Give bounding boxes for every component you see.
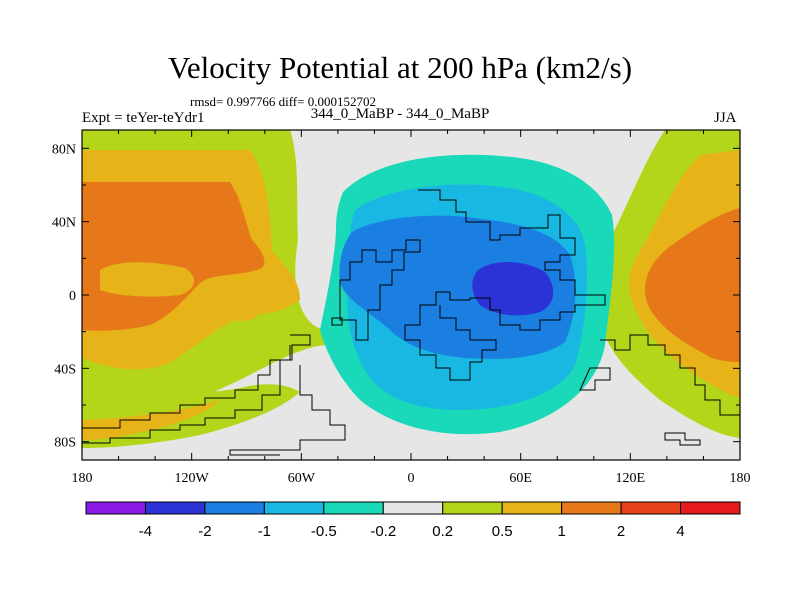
colorbar-label: -2: [198, 523, 211, 540]
y-tick-label: 40N: [52, 216, 76, 231]
colorbar-swatch: [442, 501, 503, 515]
colorbar-swatch: [323, 501, 384, 515]
colorbar-label: 4: [676, 523, 684, 540]
contour-region: [472, 261, 554, 316]
colorbar-swatch: [263, 501, 325, 515]
y-axis: 80N 40N 0 40S 80S: [52, 142, 740, 451]
x-tick-label: 180: [730, 471, 751, 486]
x-tick-label: 60W: [288, 471, 316, 486]
colorbar-label: 0.5: [492, 523, 513, 540]
colorbar-label: -0.2: [370, 523, 396, 540]
coastline-outline: [82, 189, 740, 456]
chart-subtitle: 344_0_MaBP - 344_0_MaBP: [310, 106, 490, 122]
plot-area: [81, 129, 741, 461]
colorbar-label: 0.2: [432, 523, 453, 540]
chart-title: Velocity Potential at 200 hPa (km2/s): [167, 50, 633, 85]
y-tick-label: 80N: [52, 142, 76, 157]
y-tick-label: 80S: [54, 436, 76, 451]
x-axis: 180 120W 60W 0 60E 120E 180: [72, 130, 751, 486]
colorbar-swatch: [680, 501, 741, 515]
colorbar-swatch: [501, 501, 563, 515]
contour-region: [339, 215, 576, 359]
colorbar-swatch: [620, 501, 682, 515]
x-tick-label: 120E: [616, 471, 646, 486]
x-tick-label: 180: [72, 471, 93, 486]
colorbar-label: 2: [617, 523, 625, 540]
x-tick-label: 120W: [175, 471, 210, 486]
colorbar-swatch: [561, 501, 622, 515]
y-tick-label: 40S: [54, 362, 76, 377]
x-tick-label: 0: [408, 471, 415, 486]
y-tick-label: 0: [69, 289, 76, 304]
x-tick-label: 60E: [509, 471, 532, 486]
season-label: JJA: [714, 110, 737, 126]
colorbar-label: 1: [557, 523, 565, 540]
contour-region: [82, 400, 220, 440]
colorbar-swatch: [382, 501, 444, 515]
colorbar: -4 -2 -1 -0.5 -0.2 0.2 0.5 1 2 4: [85, 501, 741, 540]
contour-region: [100, 262, 195, 297]
experiment-label: Expt = teYer-teYdr1: [82, 110, 205, 126]
colorbar-swatch: [204, 501, 265, 515]
colorbar-label: -1: [258, 523, 271, 540]
colorbar-swatch: [144, 501, 206, 515]
colorbar-swatch: [85, 501, 146, 515]
stats-text: rmsd= 0.997766 diff= 0.000152702: [190, 94, 376, 109]
contour-region: [215, 310, 258, 322]
contour-region: [645, 208, 740, 362]
colorbar-label: -0.5: [311, 523, 337, 540]
colorbar-label: -4: [139, 523, 152, 540]
